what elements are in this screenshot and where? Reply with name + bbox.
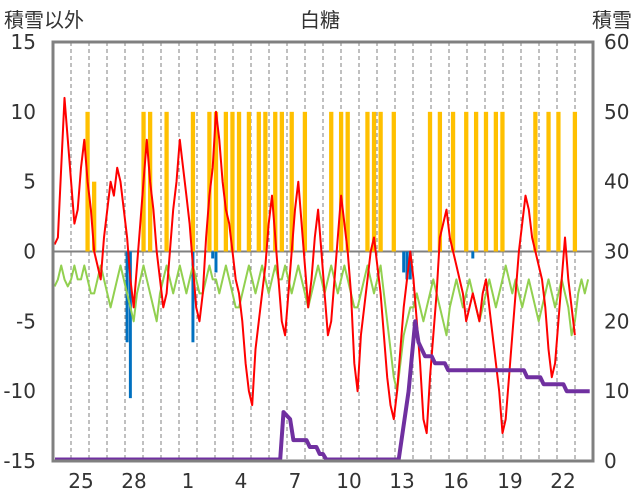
precipitation-bar	[408, 251, 412, 280]
temperature-line	[53, 96, 576, 435]
sunshine-bar	[279, 111, 284, 252]
x-tick-label: 1	[182, 469, 195, 493]
sunshine-bar	[378, 111, 383, 252]
sunshine-bar	[236, 111, 242, 252]
sunshine-bars	[85, 111, 578, 252]
x-tick-label: 4	[235, 469, 248, 493]
sunshine-bar	[190, 111, 196, 252]
sunshine-bar	[427, 111, 433, 252]
sunshine-bar	[483, 111, 489, 252]
series-lines	[53, 96, 590, 462]
precipitation-bar	[214, 251, 218, 273]
sunshine-bar	[289, 111, 294, 252]
sunshine-bar	[464, 111, 469, 252]
sunshine-bar	[223, 111, 229, 252]
left-tick-label: 10	[11, 100, 36, 124]
dew-point-line	[53, 264, 590, 393]
sunshine-bar	[263, 111, 268, 252]
sunshine-bar	[391, 111, 396, 252]
precipitation-bar	[471, 251, 475, 259]
x-ticks: 25 28 1 4 7 10 13 16 19 22	[68, 469, 575, 493]
x-tick-label: 13	[389, 469, 414, 493]
x-tick-label: 7	[289, 469, 302, 493]
sunshine-bar	[533, 111, 538, 252]
sunshine-bar	[345, 111, 350, 252]
sunshine-bar	[164, 111, 169, 252]
sunshine-bar	[437, 111, 443, 252]
snow-depth-line	[55, 319, 590, 462]
left-y-ticks: 15 10 5 0 -5 -10 -15	[3, 30, 36, 473]
sunshine-bar	[246, 111, 252, 252]
x-tick-label: 19	[497, 469, 522, 493]
plot-border	[51, 40, 595, 463]
left-axis-label: 積雪以外	[4, 8, 84, 32]
left-tick-label: -10	[3, 379, 36, 403]
right-y-ticks: 60 50 40 30 20 10 0	[604, 30, 629, 473]
sunshine-bar	[450, 111, 456, 252]
sunshine-bar	[207, 111, 212, 252]
right-tick-label: 0	[604, 449, 617, 473]
precipitation-bar	[405, 251, 409, 280]
sunshine-bar	[546, 111, 551, 252]
right-axis-label: 積雪	[592, 8, 632, 32]
grid	[53, 42, 593, 461]
left-tick-label: 0	[23, 240, 36, 264]
x-tick-label: 10	[336, 469, 361, 493]
sunshine-bar	[371, 111, 377, 252]
right-tick-label: 40	[604, 170, 629, 194]
precipitation-bar	[128, 251, 132, 399]
sunshine-bar	[365, 111, 370, 252]
sunshine-bar	[329, 111, 334, 252]
sunshine-bar	[338, 111, 344, 252]
sunshine-bar	[256, 111, 261, 252]
left-tick-label: 15	[11, 30, 36, 54]
x-tick-label: 16	[443, 469, 468, 493]
precipitation-bar	[191, 251, 195, 343]
right-tick-label: 50	[604, 100, 629, 124]
sunshine-bar	[572, 111, 578, 252]
left-tick-label: -5	[16, 309, 36, 333]
x-tick-label: 28	[121, 469, 146, 493]
sunshine-bar	[302, 111, 308, 252]
sunshine-bar	[213, 111, 219, 252]
plot-frame	[51, 40, 595, 463]
right-tick-label: 60	[604, 30, 629, 54]
sunshine-bar	[493, 111, 499, 252]
precipitation-bar	[211, 251, 215, 259]
sunshine-bar	[273, 111, 278, 252]
sunshine-bar	[556, 111, 561, 252]
sunshine-bar	[230, 111, 235, 252]
x-tick-label: 22	[550, 469, 575, 493]
x-tick-label: 25	[68, 469, 93, 493]
sunshine-bar	[92, 181, 97, 252]
right-tick-label: 30	[604, 240, 629, 264]
sunshine-bar	[473, 111, 479, 252]
right-tick-label: 20	[604, 309, 629, 333]
left-tick-label: 5	[23, 170, 36, 194]
chart-title: 白糖	[300, 8, 340, 32]
precipitation-bar	[402, 251, 406, 273]
right-tick-label: 10	[604, 379, 629, 403]
left-tick-label: -15	[3, 449, 36, 473]
sunshine-bar	[500, 111, 505, 252]
